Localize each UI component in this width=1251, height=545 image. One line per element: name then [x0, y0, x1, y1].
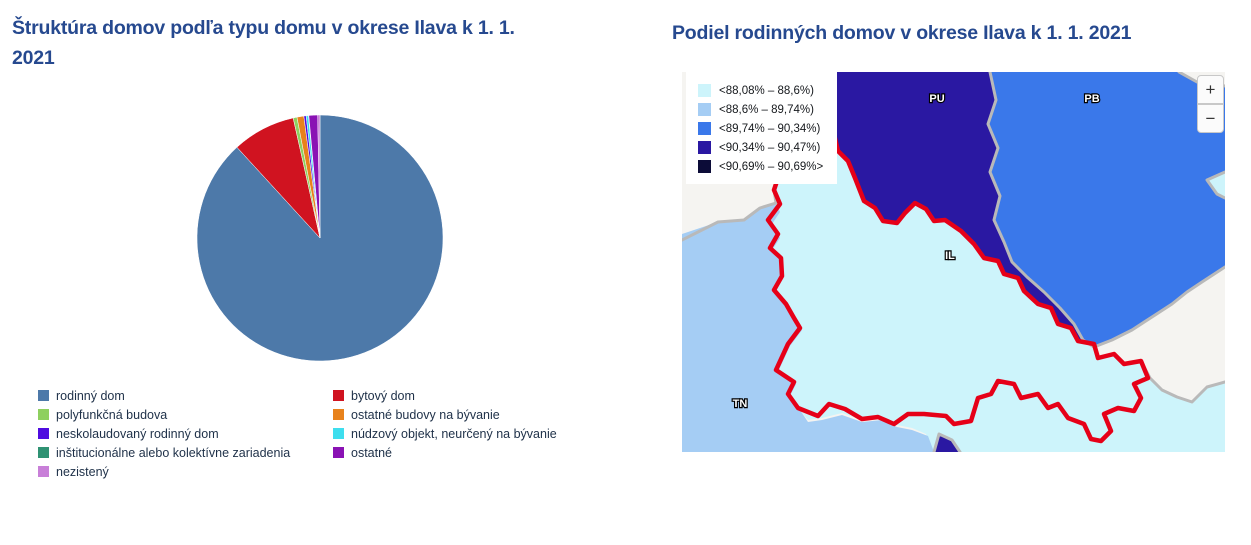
pie-slice-8[interactable]: [317, 114, 321, 239]
map-legend-swatch: [698, 103, 711, 116]
map-legend-label: <88,6% – 89,74%): [719, 103, 814, 116]
pie-legend-swatch: [333, 409, 344, 420]
pie-legend-swatch: [333, 447, 344, 458]
map-legend-label: <89,74% – 90,34%): [719, 122, 821, 135]
map-panel[interactable]: PU PB IL TN <88,08% – 88,6%) <88,6% – 89,…: [682, 72, 1225, 452]
pie-legend-swatch: [333, 390, 344, 401]
map-legend-label: <88,08% – 88,6%): [719, 84, 814, 97]
map-legend-row-4: <90,69% – 90,69%>: [698, 157, 823, 176]
pie-chart-title: Štruktúra domov podľa typu domu v okrese…: [12, 17, 515, 69]
pie-legend-label: ostatné: [351, 445, 393, 460]
pie-legend-label: bytový dom: [351, 388, 415, 403]
map-label-TN: TN: [733, 398, 748, 410]
pie-legend-label: núdzový objekt, neurčený na bývanie: [351, 426, 557, 441]
map-legend: <88,08% – 88,6%) <88,6% – 89,74%) <89,74% …: [686, 72, 838, 184]
map-label-PB: PB: [1084, 93, 1099, 105]
map-legend-row-2: <89,74% – 90,34%): [698, 119, 823, 138]
map-legend-row-1: <88,6% – 89,74%): [698, 100, 823, 119]
map-legend-label: <90,34% – 90,47%): [719, 141, 821, 154]
pie-legend-label: rodinný dom: [56, 388, 125, 403]
region-PU[interactable]: [828, 72, 1083, 341]
region-PB[interactable]: [988, 72, 1225, 347]
map-legend-swatch: [698, 122, 711, 135]
map-canvas[interactable]: PU PB IL TN: [682, 72, 1225, 452]
pie-legend-item-1: bytový dom: [333, 386, 557, 405]
pie-legend-label: ostatné budovy na bývanie: [351, 407, 500, 422]
pie-legend-label: nezistený: [56, 464, 109, 479]
map-label-PU: PU: [929, 93, 944, 105]
pie-legend-swatch: [38, 390, 49, 401]
pie-legend-swatch: [38, 447, 49, 458]
pie-legend-label: inštitucionálne alebo kolektívne zariade…: [56, 445, 291, 460]
pie-legend-label: polyfunkčná budova: [56, 407, 168, 422]
map-legend-label: <90,69% – 90,69%>: [719, 160, 824, 173]
pie-legend-swatch: [38, 409, 49, 420]
map-zoom-controls: + −: [1197, 75, 1224, 133]
il-district-outline: [765, 73, 1151, 444]
map-legend-row-0: <88,08% – 88,6%): [698, 81, 823, 100]
pie-legend-swatch: [333, 428, 344, 439]
region-dark-sliver[interactable]: [934, 434, 960, 452]
pie-legend-item-5: núdzový objekt, neurčený na bývanie: [333, 424, 557, 443]
pie-legend-item-4: neskolaudovaný rodinný dom: [38, 424, 333, 443]
pie-legend-item-8: nezistený: [38, 462, 333, 481]
pie-legend-label: neskolaudovaný rodinný dom: [56, 426, 219, 441]
map-legend-swatch: [698, 160, 711, 173]
pie-legend: rodinný dom bytový dom polyfunkčná budova o…: [38, 386, 557, 481]
pie-chart[interactable]: [190, 108, 450, 368]
pie-legend-item-0: rodinný dom: [38, 386, 333, 405]
zoom-out-button[interactable]: −: [1197, 104, 1224, 133]
pie-legend-item-3: ostatné budovy na bývanie: [333, 405, 557, 424]
map-label-IL: IL: [945, 250, 955, 262]
pie-legend-item-6: inštitucionálne alebo kolektívne zariade…: [38, 443, 333, 462]
map-legend-swatch: [698, 141, 711, 154]
pie-legend-item-2: polyfunkčná budova: [38, 405, 333, 424]
pie-legend-swatch: [38, 466, 49, 477]
region-outside-east: [1094, 267, 1225, 402]
pie-legend-item-7: ostatné: [333, 443, 557, 462]
map-legend-row-3: <90,34% – 90,47%): [698, 138, 823, 157]
map-legend-swatch: [698, 84, 711, 97]
pie-legend-swatch: [38, 428, 49, 439]
map-title: Podiel rodinných domov v okrese Ilava k …: [672, 22, 1132, 44]
region-TN[interactable]: [682, 203, 934, 452]
zoom-in-button[interactable]: +: [1197, 75, 1224, 104]
